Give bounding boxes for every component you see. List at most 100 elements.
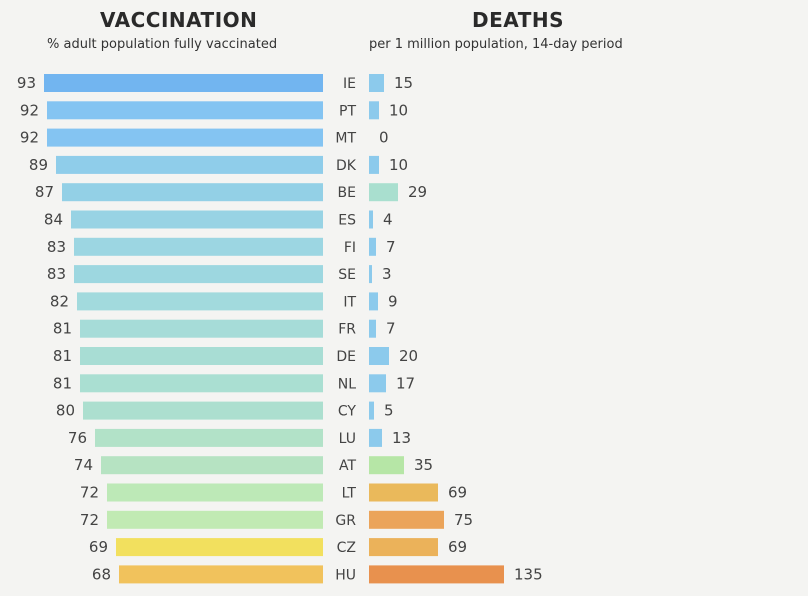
deaths-value-label: 5 [384, 402, 394, 420]
deaths-bar [369, 183, 398, 202]
country-label: LU [339, 431, 356, 447]
deaths-bar [369, 210, 373, 229]
country-label: DK [336, 158, 357, 174]
deaths-title: DEATHS [472, 8, 564, 32]
deaths-bar [369, 510, 444, 529]
deaths-bar [369, 374, 386, 393]
country-label: ES [338, 213, 356, 229]
deaths-value-label: 135 [514, 565, 543, 583]
vaccination-value-label: 83 [47, 238, 66, 256]
deaths-bar [369, 155, 379, 174]
vaccination-bar [80, 347, 323, 365]
vaccination-value-label: 92 [20, 101, 39, 119]
vaccination-value-label: 89 [29, 156, 48, 174]
vaccination-value-label: 93 [17, 74, 36, 92]
vaccination-value-label: 81 [53, 347, 72, 365]
country-label: DE [336, 349, 356, 365]
vaccination-subtitle: % adult population fully vaccinated [47, 37, 278, 52]
deaths-value-label: 35 [414, 456, 433, 474]
deaths-value-label: 10 [389, 156, 408, 174]
vaccination-value-label: 72 [80, 511, 99, 529]
deaths-bar [369, 428, 382, 447]
vaccination-value-label: 87 [35, 183, 54, 201]
vaccination-bar [83, 401, 323, 420]
deaths-value-label: 15 [394, 74, 413, 92]
deaths-bar [369, 292, 378, 311]
vaccination-value-label: 83 [47, 265, 66, 283]
vaccination-bar [47, 128, 323, 147]
deaths-value-label: 0 [379, 129, 389, 147]
deaths-value-label: 75 [454, 511, 473, 529]
vaccination-bar [101, 456, 323, 475]
vaccination-title: VACCINATION [100, 8, 258, 32]
deaths-value-label: 10 [389, 101, 408, 119]
vaccination-value-label: 84 [44, 211, 63, 229]
vaccination-value-label: 80 [56, 402, 75, 420]
vaccination-bar [44, 74, 323, 92]
vaccination-value-label: 68 [92, 565, 111, 583]
deaths-bar [369, 565, 504, 584]
deaths-bar [369, 456, 404, 475]
vaccination-bar [107, 483, 323, 502]
deaths-bar [369, 347, 389, 365]
vaccination-bar [71, 210, 323, 229]
vaccination-bar [62, 183, 323, 202]
country-label: BE [338, 185, 356, 201]
country-label: NL [338, 376, 356, 392]
deaths-value-label: 4 [383, 211, 393, 229]
vaccination-bar [107, 510, 323, 529]
deaths-bar [369, 483, 438, 502]
vaccination-value-label: 72 [80, 484, 99, 502]
country-label: IT [343, 294, 356, 310]
vaccination-bar [74, 237, 323, 256]
vaccination-value-label: 69 [89, 538, 108, 556]
deaths-bar [369, 265, 372, 284]
vaccination-bar [80, 319, 323, 338]
deaths-value-label: 7 [386, 320, 396, 338]
deaths-value-label: 17 [396, 374, 415, 392]
vaccination-value-label: 76 [68, 429, 87, 447]
vaccination-value-label: 81 [53, 374, 72, 392]
vaccination-bar [80, 374, 323, 393]
deaths-bar [369, 319, 376, 338]
deaths-bar [369, 101, 379, 120]
country-label: IE [343, 76, 356, 92]
deaths-value-label: 69 [448, 484, 467, 502]
country-label: PT [339, 103, 356, 119]
deaths-bar [369, 237, 376, 256]
deaths-value-label: 29 [408, 183, 427, 201]
country-label: AT [339, 458, 356, 474]
deaths-subtitle: per 1 million population, 14-day period [369, 37, 623, 52]
vaccination-bar [119, 565, 323, 584]
vaccination-bar [95, 428, 323, 447]
deaths-bar [369, 74, 384, 92]
vaccination-value-label: 81 [53, 320, 72, 338]
country-label: SE [338, 267, 356, 283]
country-label: LT [342, 486, 357, 502]
deaths-value-label: 7 [386, 238, 396, 256]
vaccination-value-label: 82 [50, 292, 69, 310]
deaths-value-label: 69 [448, 538, 467, 556]
deaths-bar [369, 401, 374, 420]
country-label: CZ [337, 540, 356, 556]
vaccination-bar [47, 101, 323, 120]
country-label: CY [338, 404, 357, 420]
vaccination-value-label: 74 [74, 456, 93, 474]
country-label: FI [344, 240, 356, 256]
country-label: FR [338, 322, 356, 338]
vaccination-bar [116, 538, 323, 557]
vaccination-value-label: 92 [20, 129, 39, 147]
deaths-value-label: 20 [399, 347, 418, 365]
country-label: GR [335, 513, 356, 529]
country-label: HU [335, 567, 356, 583]
vaccination-bar [77, 292, 323, 311]
deaths-value-label: 13 [392, 429, 411, 447]
deaths-bar [369, 538, 438, 557]
vaccination-bar [74, 265, 323, 284]
vaccination-bar [56, 155, 323, 174]
deaths-value-label: 3 [382, 265, 392, 283]
country-label: MT [335, 131, 356, 147]
deaths-value-label: 9 [388, 292, 398, 310]
